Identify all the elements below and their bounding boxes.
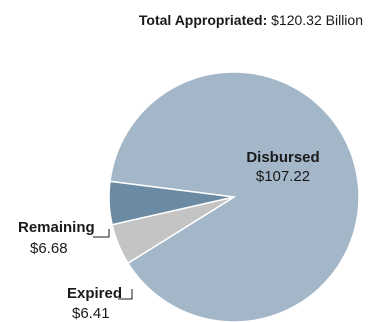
- slice-label-expired-name: Expired: [67, 285, 122, 302]
- slice-label-expired-value: $6.41: [72, 305, 110, 322]
- chart-title-label: Total Appropriated:: [138, 12, 268, 28]
- chart-title-value: $120.32 Billion: [271, 12, 363, 28]
- chart-title: Total Appropriated: $120.32 Billion: [139, 12, 363, 28]
- slice-label-remaining-name: Remaining: [18, 219, 95, 236]
- pie-slice-disbursed: [109, 71, 360, 322]
- slice-label-disbursed-name: Disbursed: [246, 149, 319, 166]
- leader-line-remaining: [93, 229, 110, 238]
- slice-label-disbursed-value: $107.22: [256, 168, 310, 185]
- slice-label-remaining-value: $6.68: [30, 240, 68, 257]
- pie-slice-remaining: [108, 180, 235, 226]
- leader-line-expired: [118, 289, 133, 300]
